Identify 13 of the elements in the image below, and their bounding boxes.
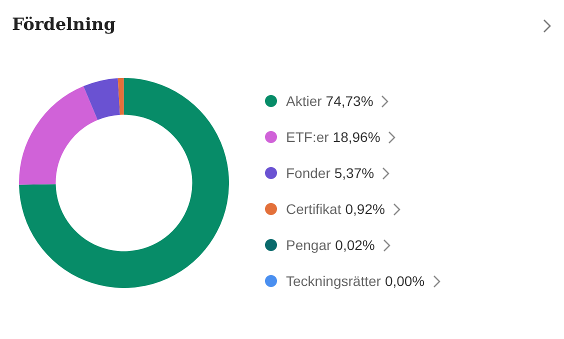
data-label: 0,02% <box>335 237 375 253</box>
data-label: 18,96% <box>332 129 380 145</box>
data-label: 5,37% <box>334 165 374 181</box>
legend-label: Certifikat <box>286 201 342 217</box>
legend-label: Fonder <box>286 165 330 181</box>
legend-label: Aktier <box>286 93 322 109</box>
data-label: 74,73% <box>326 93 374 109</box>
chart-title: Fördelning <box>12 15 116 35</box>
legend-label: Teckningsrätter <box>286 273 381 289</box>
text: 0,00% <box>384 273 425 289</box>
legend-label: ETF:er <box>286 129 329 145</box>
data-label: 0,92% <box>345 201 385 217</box>
legend-label: Pengar <box>286 237 332 253</box>
